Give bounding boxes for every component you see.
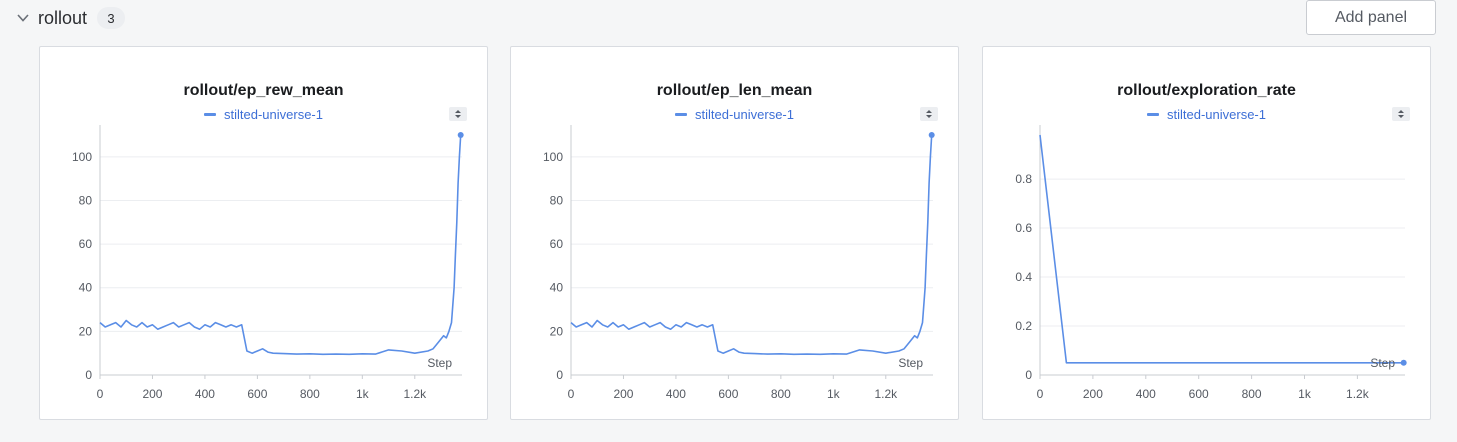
x-tick-label: 0 bbox=[97, 387, 104, 401]
legend: stilted-universe-1 bbox=[40, 107, 487, 122]
x-tick-label: 1.2k bbox=[874, 387, 898, 401]
x-tick-label: 600 bbox=[718, 387, 738, 401]
y-tick-label: 0 bbox=[556, 368, 563, 382]
series-endpoint bbox=[1400, 359, 1407, 366]
x-axis-label: Step bbox=[427, 356, 452, 370]
x-tick-label: 1.2k bbox=[403, 387, 427, 401]
y-tick-label: 40 bbox=[550, 281, 564, 295]
x-tick-label: 200 bbox=[1083, 387, 1103, 401]
series-endpoint bbox=[457, 132, 464, 138]
x-tick-label: 1.2k bbox=[1346, 387, 1370, 401]
legend-label[interactable]: stilted-universe-1 bbox=[1167, 107, 1266, 122]
y-tick-label: 20 bbox=[79, 324, 93, 338]
x-tick-label: 0 bbox=[1037, 387, 1044, 401]
x-tick-label: 200 bbox=[613, 387, 633, 401]
y-tick-label: 40 bbox=[79, 281, 93, 295]
section-title[interactable]: rollout bbox=[38, 7, 88, 28]
line-chart[interactable]: 0 0.2 0.4 0.6 0.8 0 200 400 600 800 1k 1.2k Step bbox=[983, 47, 1432, 421]
x-tick-label: 400 bbox=[666, 387, 686, 401]
legend: stilted-universe-1 bbox=[983, 107, 1430, 122]
y-tick-label: 0 bbox=[1025, 368, 1032, 382]
y-tick-label: 100 bbox=[72, 150, 92, 164]
x-tick-label: 800 bbox=[771, 387, 791, 401]
y-tick-label: 60 bbox=[550, 237, 564, 251]
x-tick-label: 400 bbox=[1136, 387, 1156, 401]
panel-title: rollout/ep_len_mean bbox=[656, 82, 813, 99]
x-tick-label: 400 bbox=[195, 387, 215, 401]
panel-title: rollout/ep_rew_mean bbox=[183, 82, 344, 99]
y-tick-label: 0.8 bbox=[1015, 172, 1032, 186]
panel-title: rollout/exploration_rate bbox=[1117, 82, 1296, 99]
x-tick-label: 1k bbox=[1298, 387, 1312, 401]
panel-ep-rew-mean: rollout/ep_rew_mean stilted-universe-1 0… bbox=[39, 46, 488, 420]
series-line bbox=[99, 134, 462, 356]
x-tick-label: 800 bbox=[300, 387, 320, 401]
y-tick-label: 0 bbox=[85, 368, 92, 382]
x-tick-label: 0 bbox=[568, 387, 575, 401]
panel-ep-len-mean: rollout/ep_len_mean stilted-universe-1 0… bbox=[510, 46, 959, 420]
panel-exploration-rate: rollout/exploration_rate stilted-univers… bbox=[982, 46, 1431, 420]
y-tick-label: 100 bbox=[543, 150, 563, 164]
x-axis-label: Step bbox=[898, 356, 923, 370]
line-chart[interactable]: 0 20 40 60 80 100 0 200 400 600 800 1k 1.2k Step bbox=[511, 47, 960, 421]
panel-count-badge: 3 bbox=[97, 7, 126, 29]
line-chart[interactable]: 0 20 40 60 80 100 0 200 400 600 800 1k 1.2k Step bbox=[40, 47, 489, 421]
series-endpoint bbox=[928, 132, 935, 138]
series-line bbox=[570, 134, 933, 356]
y-tick-label: 80 bbox=[79, 193, 93, 207]
y-tick-label: 60 bbox=[79, 237, 93, 251]
y-tick-label: 0.2 bbox=[1015, 319, 1032, 333]
add-panel-button[interactable]: Add panel bbox=[1306, 0, 1436, 35]
legend: stilted-universe-1 bbox=[511, 107, 958, 122]
x-tick-label: 800 bbox=[1242, 387, 1262, 401]
x-tick-label: 600 bbox=[247, 387, 267, 401]
x-axis-label: Step bbox=[1370, 356, 1395, 370]
legend-swatch bbox=[675, 113, 687, 116]
y-tick-label: 0.6 bbox=[1015, 221, 1032, 235]
y-tick-label: 80 bbox=[550, 193, 564, 207]
legend-sort-icon[interactable] bbox=[449, 107, 467, 121]
y-tick-label: 20 bbox=[550, 324, 564, 338]
legend-label[interactable]: stilted-universe-1 bbox=[695, 107, 794, 122]
legend-swatch bbox=[1147, 113, 1159, 116]
legend-sort-icon[interactable] bbox=[1392, 107, 1410, 121]
x-tick-label: 1k bbox=[356, 387, 370, 401]
x-tick-label: 600 bbox=[1189, 387, 1209, 401]
legend-sort-icon[interactable] bbox=[920, 107, 938, 121]
section-header: rollout 3 bbox=[14, 4, 126, 32]
series-line bbox=[1039, 134, 1404, 364]
x-tick-label: 1k bbox=[827, 387, 841, 401]
legend-swatch bbox=[204, 113, 216, 116]
x-tick-label: 200 bbox=[142, 387, 162, 401]
y-tick-label: 0.4 bbox=[1015, 270, 1032, 284]
legend-label[interactable]: stilted-universe-1 bbox=[224, 107, 323, 122]
chevron-down-icon[interactable] bbox=[14, 9, 32, 27]
